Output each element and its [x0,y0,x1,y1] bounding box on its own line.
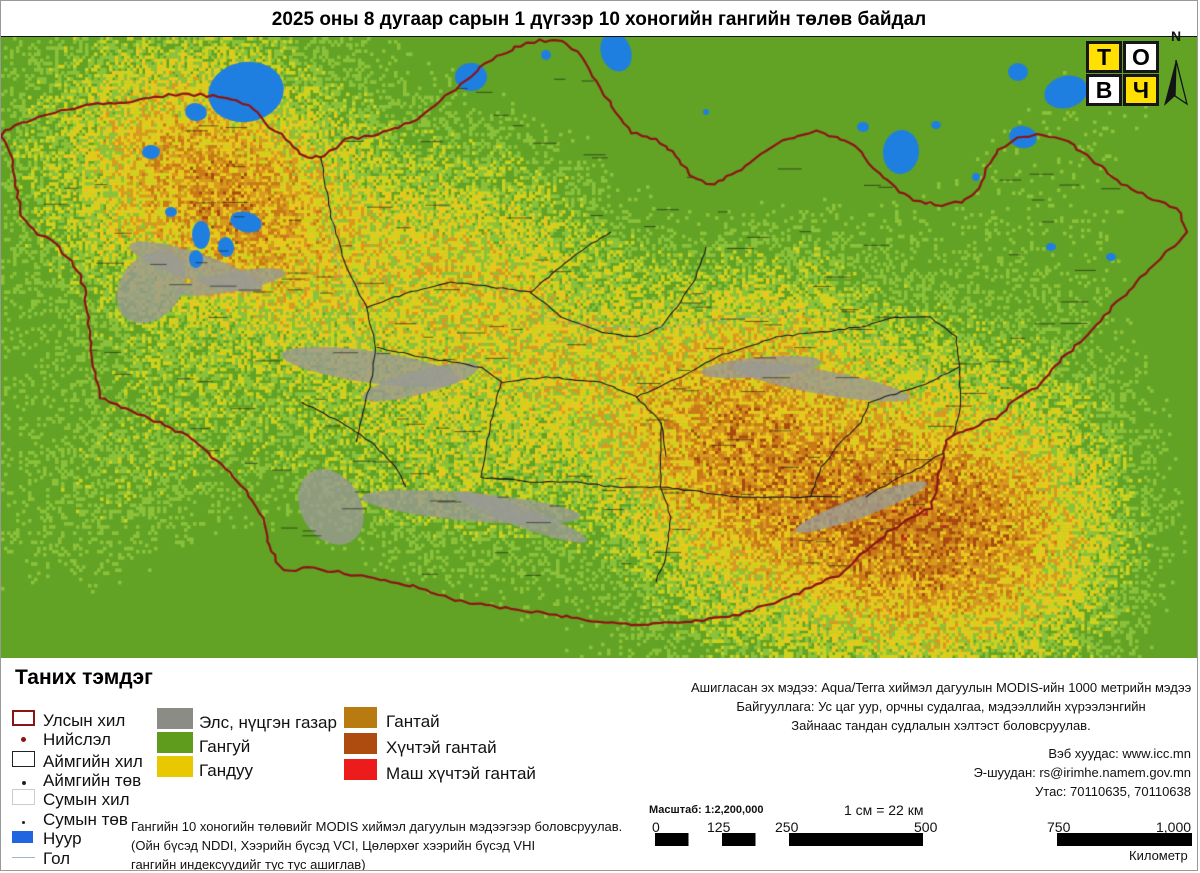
svg-text:N: N [1171,29,1181,44]
